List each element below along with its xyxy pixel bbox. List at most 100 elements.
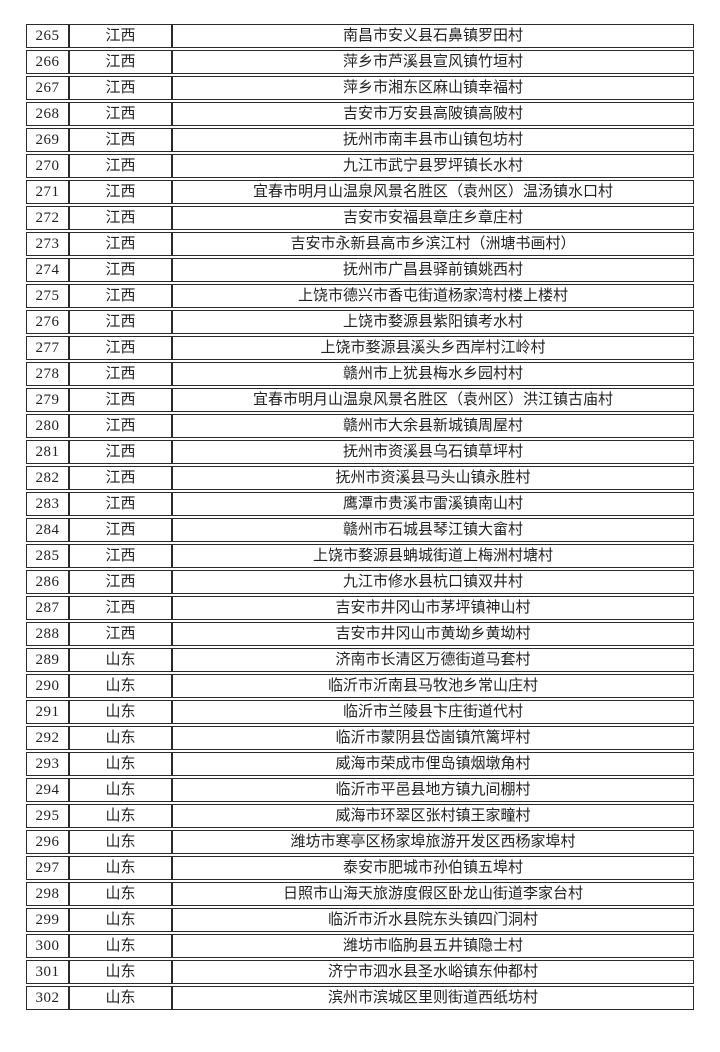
village-cell: 抚州市资溪县乌石镇草坪村 — [172, 440, 694, 464]
village-cell: 赣州市石城县琴江镇大畲村 — [172, 518, 694, 542]
row-number-cell: 291 — [26, 700, 69, 724]
village-cell: 萍乡市湘东区麻山镇幸福村 — [172, 76, 694, 100]
village-cell: 济宁市泗水县圣水峪镇东仲都村 — [172, 960, 694, 984]
table-row: 281 江西 抚州市资溪县乌石镇草坪村 — [26, 440, 694, 464]
village-cell: 临沂市沂南县马牧池乡常山庄村 — [172, 674, 694, 698]
table-row: 272 江西 吉安市安福县章庄乡章庄村 — [26, 206, 694, 230]
table-row: 298 山东 日照市山海天旅游度假区卧龙山街道李家台村 — [26, 882, 694, 906]
village-cell: 上饶市德兴市香屯街道杨家湾村楼上楼村 — [172, 284, 694, 308]
province-cell: 江西 — [69, 622, 172, 646]
village-cell: 九江市武宁县罗坪镇长水村 — [172, 154, 694, 178]
province-cell: 江西 — [69, 492, 172, 516]
table-row: 283 江西 鹰潭市贵溪市雷溪镇南山村 — [26, 492, 694, 516]
row-number-cell: 266 — [26, 50, 69, 74]
province-cell: 山东 — [69, 804, 172, 828]
village-cell: 鹰潭市贵溪市雷溪镇南山村 — [172, 492, 694, 516]
table-row: 282 江西 抚州市资溪县马头山镇永胜村 — [26, 466, 694, 490]
village-cell: 抚州市资溪县马头山镇永胜村 — [172, 466, 694, 490]
province-cell: 江西 — [69, 284, 172, 308]
table-row: 293 山东 威海市荣成市俚岛镇烟墩角村 — [26, 752, 694, 776]
row-number-cell: 280 — [26, 414, 69, 438]
village-cell: 滨州市滨城区里则街道西纸坊村 — [172, 986, 694, 1010]
province-cell: 江西 — [69, 50, 172, 74]
province-cell: 江西 — [69, 544, 172, 568]
row-number-cell: 276 — [26, 310, 69, 334]
village-cell: 九江市修水县杭口镇双井村 — [172, 570, 694, 594]
row-number-cell: 300 — [26, 934, 69, 958]
table-row: 290 山东 临沂市沂南县马牧池乡常山庄村 — [26, 674, 694, 698]
row-number-cell: 285 — [26, 544, 69, 568]
table-row: 280 江西 赣州市大余县新城镇周屋村 — [26, 414, 694, 438]
province-cell: 江西 — [69, 440, 172, 464]
table-row: 300 山东 潍坊市临朐县五井镇隐士村 — [26, 934, 694, 958]
table-row: 292 山东 临沂市蒙阴县岱崮镇笊篱坪村 — [26, 726, 694, 750]
province-cell: 江西 — [69, 336, 172, 360]
table-row: 269 江西 抚州市南丰县市山镇包坊村 — [26, 128, 694, 152]
village-cell: 临沂市蒙阴县岱崮镇笊篱坪村 — [172, 726, 694, 750]
row-number-cell: 289 — [26, 648, 69, 672]
row-number-cell: 298 — [26, 882, 69, 906]
province-cell: 山东 — [69, 752, 172, 776]
province-cell: 山东 — [69, 726, 172, 750]
village-cell: 临沂市兰陵县卞庄街道代村 — [172, 700, 694, 724]
village-cell: 南昌市安义县石鼻镇罗田村 — [172, 24, 694, 48]
table-row: 287 江西 吉安市井冈山市茅坪镇神山村 — [26, 596, 694, 620]
row-number-cell: 268 — [26, 102, 69, 126]
table-row: 299 山东 临沂市沂水县院东头镇四门洞村 — [26, 908, 694, 932]
row-number-cell: 301 — [26, 960, 69, 984]
province-cell: 山东 — [69, 648, 172, 672]
row-number-cell: 286 — [26, 570, 69, 594]
province-cell: 山东 — [69, 986, 172, 1010]
table-row: 286 江西 九江市修水县杭口镇双井村 — [26, 570, 694, 594]
table-row: 273 江西 吉安市永新县高市乡滨江村（洲塘书画村） — [26, 232, 694, 256]
province-cell: 江西 — [69, 414, 172, 438]
row-number-cell: 277 — [26, 336, 69, 360]
province-cell: 江西 — [69, 102, 172, 126]
province-cell: 江西 — [69, 232, 172, 256]
table-row: 268 江西 吉安市万安县高陂镇高陂村 — [26, 102, 694, 126]
province-cell: 江西 — [69, 362, 172, 386]
table-row: 276 江西 上饶市婺源县紫阳镇考水村 — [26, 310, 694, 334]
table-row: 278 江西 赣州市上犹县梅水乡园村村 — [26, 362, 694, 386]
province-cell: 山东 — [69, 882, 172, 906]
village-cell: 赣州市上犹县梅水乡园村村 — [172, 362, 694, 386]
table-row: 270 江西 九江市武宁县罗坪镇长水村 — [26, 154, 694, 178]
village-cell: 抚州市广昌县驿前镇姚西村 — [172, 258, 694, 282]
village-cell: 临沂市沂水县院东头镇四门洞村 — [172, 908, 694, 932]
row-number-cell: 296 — [26, 830, 69, 854]
table-row: 297 山东 泰安市肥城市孙伯镇五埠村 — [26, 856, 694, 880]
row-number-cell: 281 — [26, 440, 69, 464]
province-cell: 江西 — [69, 206, 172, 230]
table-row: 271 江西 宜春市明月山温泉风景名胜区（袁州区）温汤镇水口村 — [26, 180, 694, 204]
row-number-cell: 267 — [26, 76, 69, 100]
row-number-cell: 292 — [26, 726, 69, 750]
village-cell: 吉安市安福县章庄乡章庄村 — [172, 206, 694, 230]
table-row: 285 江西 上饶市婺源县蚺城街道上梅洲村塘村 — [26, 544, 694, 568]
province-cell: 江西 — [69, 518, 172, 542]
province-cell: 山东 — [69, 960, 172, 984]
row-number-cell: 293 — [26, 752, 69, 776]
village-cell: 吉安市井冈山市黄坳乡黄坳村 — [172, 622, 694, 646]
row-number-cell: 295 — [26, 804, 69, 828]
province-cell: 江西 — [69, 180, 172, 204]
village-cell: 吉安市万安县高陂镇高陂村 — [172, 102, 694, 126]
row-number-cell: 283 — [26, 492, 69, 516]
row-number-cell: 270 — [26, 154, 69, 178]
row-number-cell: 278 — [26, 362, 69, 386]
village-cell: 上饶市婺源县蚺城街道上梅洲村塘村 — [172, 544, 694, 568]
table-row: 288 江西 吉安市井冈山市黄坳乡黄坳村 — [26, 622, 694, 646]
village-cell: 赣州市大余县新城镇周屋村 — [172, 414, 694, 438]
province-cell: 江西 — [69, 596, 172, 620]
table-row: 277 江西 上饶市婺源县溪头乡西岸村江岭村 — [26, 336, 694, 360]
row-number-cell: 302 — [26, 986, 69, 1010]
row-number-cell: 294 — [26, 778, 69, 802]
table-row: 289 山东 济南市长清区万德街道马套村 — [26, 648, 694, 672]
village-table: 265 江西 南昌市安义县石鼻镇罗田村 266 江西 萍乡市芦溪县宣风镇竹垣村 … — [26, 22, 694, 1012]
table-row: 294 山东 临沂市平邑县地方镇九间棚村 — [26, 778, 694, 802]
table-row: 267 江西 萍乡市湘东区麻山镇幸福村 — [26, 76, 694, 100]
village-cell: 宜春市明月山温泉风景名胜区（袁州区）洪江镇古庙村 — [172, 388, 694, 412]
table-row: 266 江西 萍乡市芦溪县宣风镇竹垣村 — [26, 50, 694, 74]
table-row: 295 山东 威海市环翠区张村镇王家疃村 — [26, 804, 694, 828]
table-row: 296 山东 潍坊市寒亭区杨家埠旅游开发区西杨家埠村 — [26, 830, 694, 854]
province-cell: 山东 — [69, 908, 172, 932]
